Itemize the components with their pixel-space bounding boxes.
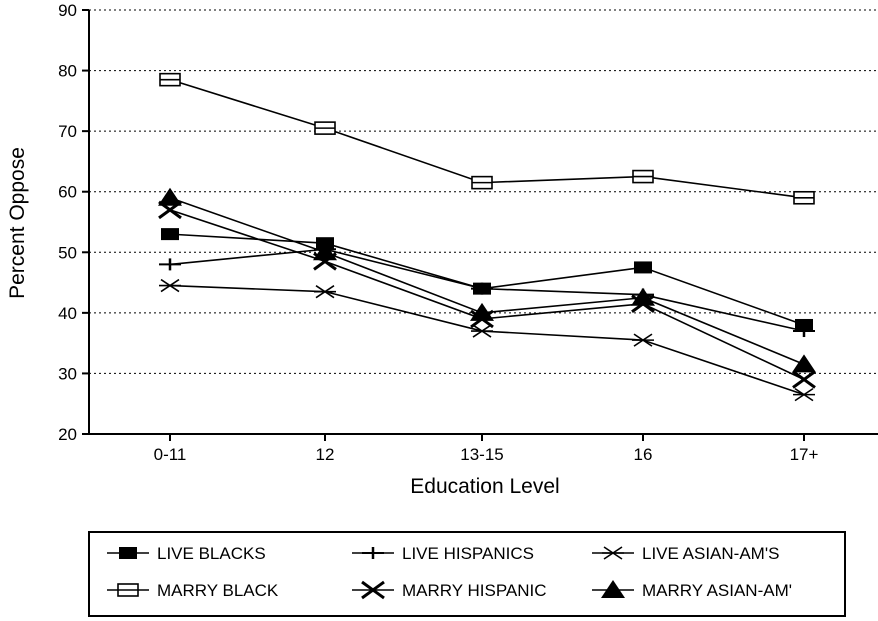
marker-x-d2 (792, 370, 816, 389)
data-point (314, 121, 336, 135)
x-axis-title: Education Level (410, 475, 559, 498)
data-point (632, 169, 654, 184)
marker-filled-triangle (470, 302, 494, 321)
data-point (634, 261, 652, 274)
tick-labels: 20 30 40 50 60 70 80 90 0-11 12 13-15 16 17+ (58, 1, 818, 464)
data-point (601, 580, 625, 598)
data-point (159, 258, 181, 271)
axes (82, 9, 878, 441)
data-point (361, 580, 385, 600)
marker-asterisk-d2 (160, 278, 180, 293)
data-point (161, 228, 179, 241)
data-point (470, 302, 494, 321)
data-point (471, 324, 493, 338)
legend-item: LIVE ASIAN-AM'S (592, 544, 779, 563)
marker-asterisk-d2 (472, 324, 492, 338)
marker-asterisk-d2 (633, 333, 653, 347)
x-tick-label: 13-15 (460, 445, 503, 464)
marker-asterisk-d2 (794, 387, 814, 402)
marker-filled-triangle (158, 187, 182, 206)
data-point (793, 387, 815, 402)
data-point (314, 284, 336, 299)
legend-item: MARRY BLACK (107, 581, 279, 600)
data-point (119, 547, 137, 559)
x-tick-label: 16 (634, 445, 653, 464)
marker-filled-square (634, 261, 652, 274)
y-tick-label: 70 (58, 122, 77, 141)
y-tick-label: 60 (58, 183, 77, 202)
data-point (793, 190, 815, 205)
legend-label: LIVE ASIAN-AM'S (642, 544, 779, 563)
data-point (792, 370, 816, 389)
data-point (795, 318, 813, 331)
legend: LIVE BLACKS LIVE HISPANICS LIVE ASIAN-AM'S… (88, 531, 846, 617)
data-point (631, 287, 655, 306)
y-tick-label: 20 (58, 425, 77, 444)
x-tick-label: 12 (316, 445, 335, 464)
y-axis-title: Percent Oppose (6, 147, 29, 299)
marker-filled-square (795, 318, 813, 331)
series-group (158, 72, 816, 402)
marker-asterisk-d2 (603, 546, 623, 560)
legend-item: MARRY HISPANIC (352, 580, 547, 600)
marker-filled-triangle (631, 287, 655, 306)
data-point (158, 187, 182, 206)
marker-filled-triangle (313, 242, 337, 261)
x-tick-label: 17+ (790, 445, 819, 464)
legend-label: LIVE HISPANICS (402, 544, 534, 563)
x-tick-label: 0-11 (154, 445, 187, 464)
data-point (313, 242, 337, 261)
y-tick-label: 90 (58, 1, 77, 20)
data-point (632, 333, 654, 347)
legend-label: MARRY HISPANIC (402, 581, 547, 600)
legend-label: MARRY BLACK (157, 581, 279, 600)
y-tick-label: 80 (58, 62, 77, 81)
marker-filled-triangle (601, 580, 625, 598)
legend-item: MARRY ASIAN-AM' (592, 580, 792, 600)
legend-label: LIVE BLACKS (157, 544, 266, 563)
y-tick-label: 40 (58, 304, 77, 323)
marker-filled-square (119, 547, 137, 559)
y-tick-label: 50 (58, 243, 77, 262)
data-point (602, 546, 624, 560)
legend-item: LIVE BLACKS (107, 544, 266, 563)
data-point (471, 282, 493, 295)
legend-box (88, 531, 846, 617)
legend-label: MARRY ASIAN-AM' (642, 581, 792, 600)
data-point (117, 583, 139, 597)
data-point (792, 354, 816, 373)
y-tick-label: 30 (58, 364, 77, 383)
data-point (362, 547, 384, 559)
marker-x-d2 (361, 580, 385, 600)
data-point (159, 278, 181, 293)
marker-asterisk-d2 (315, 284, 335, 299)
gridlines (89, 9, 878, 374)
marker-filled-triangle (792, 354, 816, 373)
data-point (793, 325, 815, 338)
marker-filled-square (161, 228, 179, 241)
legend-item: LIVE HISPANICS (352, 544, 534, 563)
data-point (471, 175, 493, 190)
data-point (159, 72, 181, 87)
